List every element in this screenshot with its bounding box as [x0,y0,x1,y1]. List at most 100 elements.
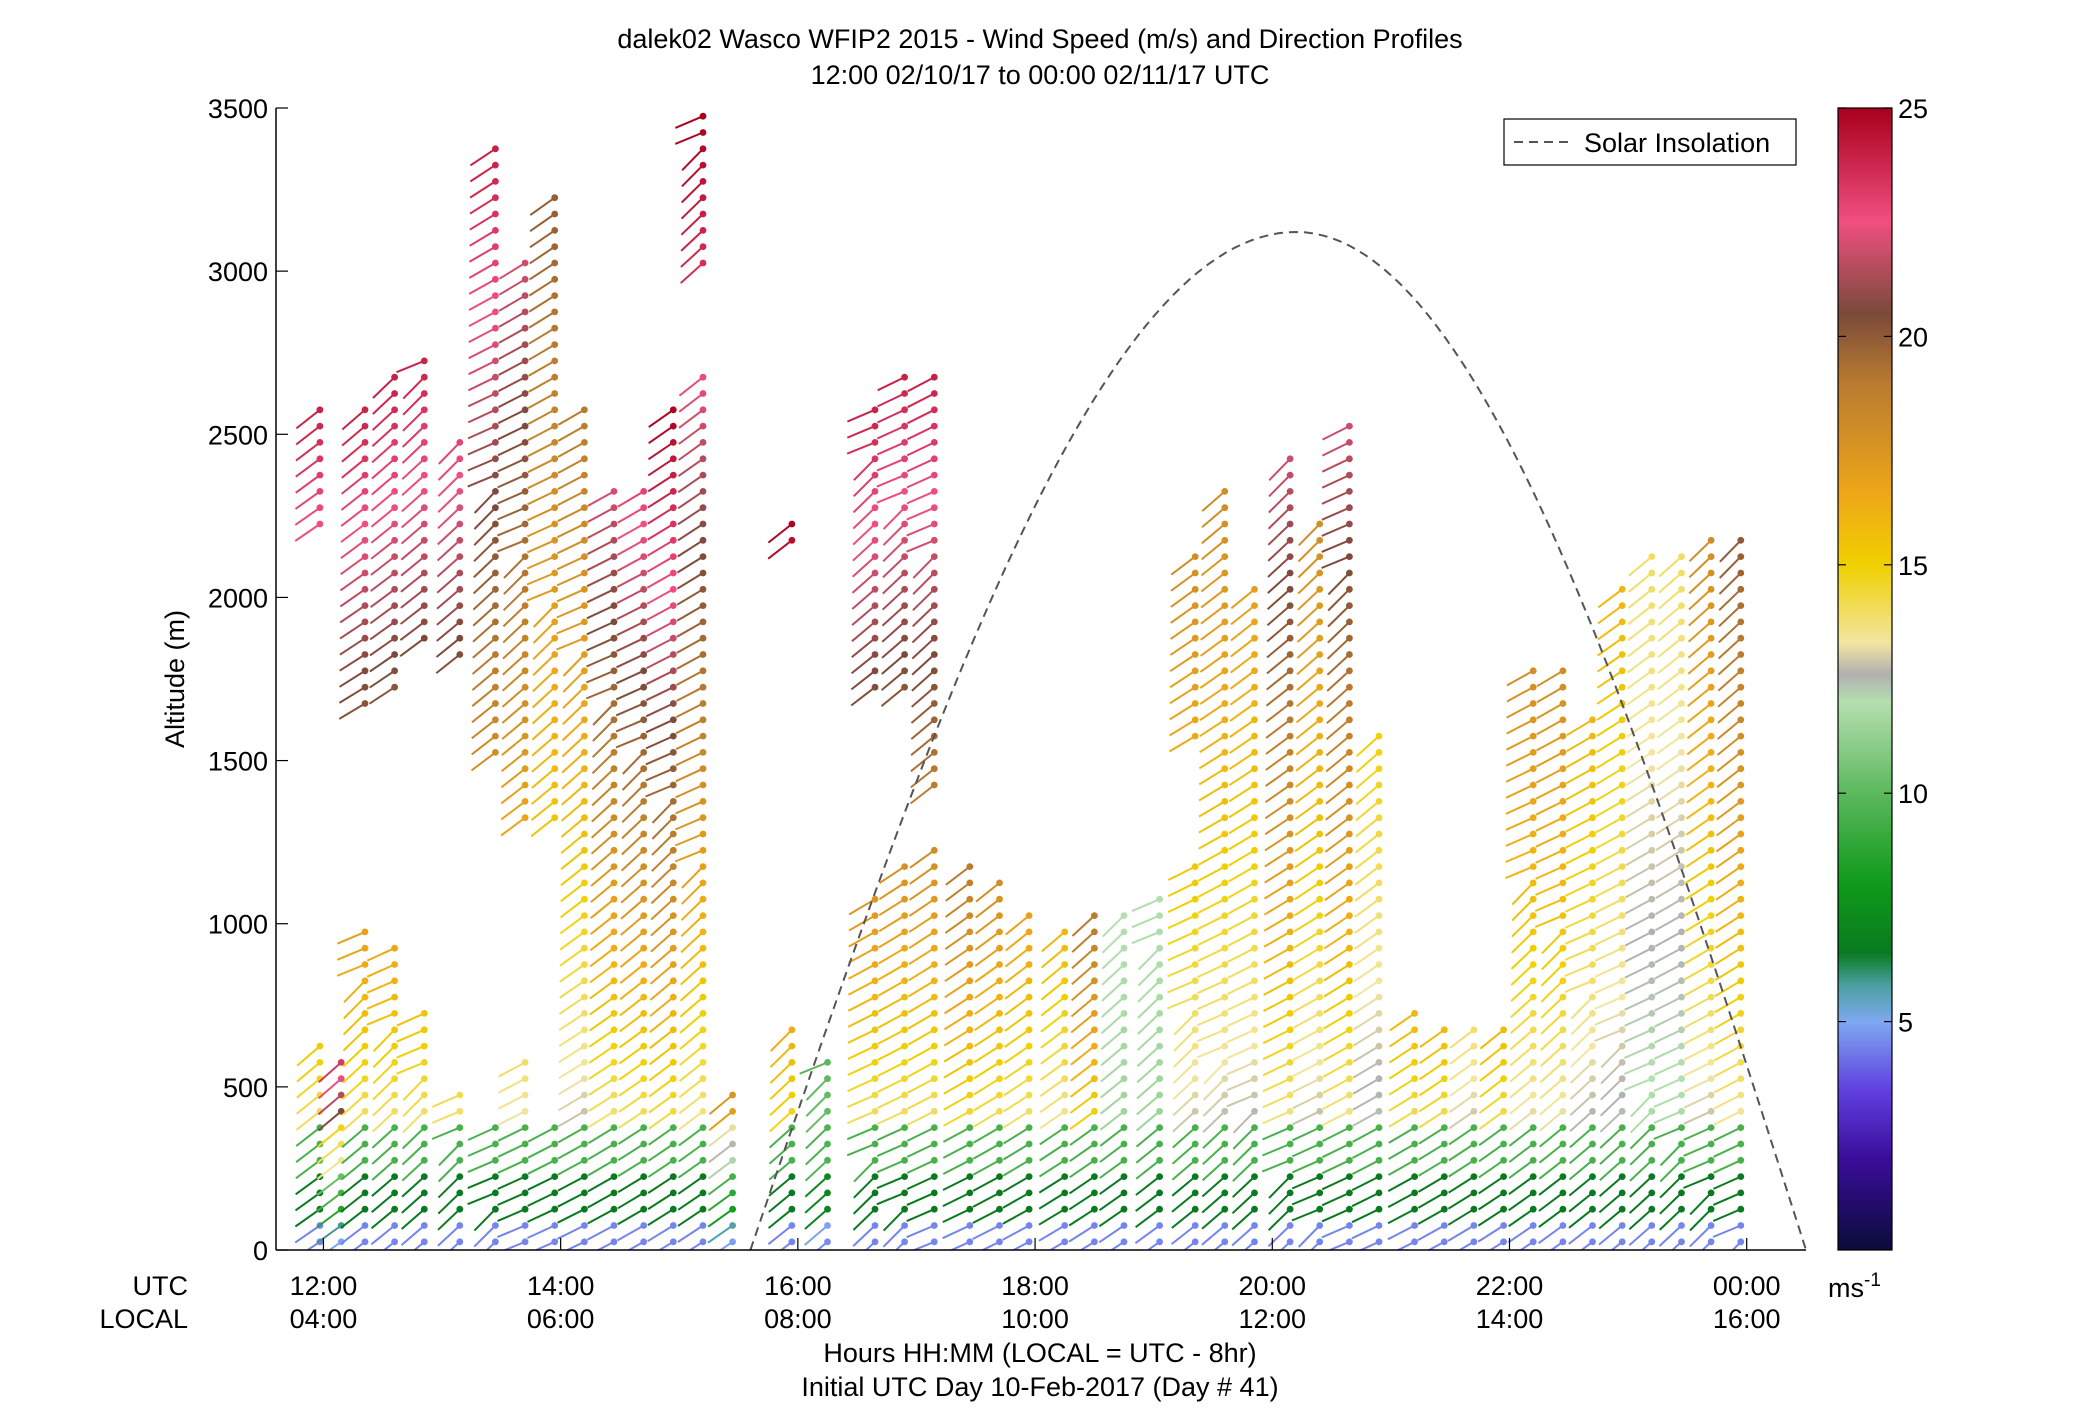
wind-barb-point [610,488,618,495]
wind-barb-point [1091,1091,1098,1099]
wind-barb-point [610,961,618,968]
wind-barb-point [420,634,428,642]
wind-barb [556,555,585,571]
colorbar-tick-label: 20 [1898,322,1928,352]
wind-barb-point [1678,1140,1685,1148]
wind-barb-point [456,1173,464,1180]
wind-barb [1684,963,1712,981]
wind-barb-point [824,1222,831,1229]
wind-barb [587,490,615,507]
x-axis-ticks: 12:0004:0014:0006:0016:0008:0018:0010:00… [290,1238,1780,1334]
wind-barb-point [669,700,677,707]
wind-barb [501,702,526,724]
wind-barb-point [640,1059,648,1066]
wind-barb-point [669,846,677,854]
wind-barb-point [492,210,499,218]
wind-barb-point [1316,1091,1324,1099]
wind-barb-point [492,275,499,283]
wind-barb [437,506,461,530]
wind-barb [680,180,704,204]
wind-barb-point [581,651,588,658]
wind-barb [1228,865,1255,883]
wind-barb [589,947,615,968]
wind-barb-point [1648,765,1656,773]
wind-barb-point [1618,585,1626,593]
wind-barb [1683,1143,1712,1157]
wind-barb [295,425,321,446]
wind-barb [852,523,876,546]
wind-barb [618,1077,645,1097]
wind-barb [1568,1224,1594,1245]
wind-barb-point [1286,602,1294,609]
wind-barb [557,506,585,523]
wind-barb-point [610,944,618,952]
wind-barb-point [640,618,648,626]
wind-barb [906,1143,935,1158]
wind-barb-point [1061,1173,1069,1180]
wind-barb [1173,1029,1196,1052]
wind-barb-point [1559,1124,1567,1131]
wind-barb [1535,800,1564,816]
wind-barb-point [1191,716,1199,724]
wind-barb-point [1678,553,1685,560]
wind-barb-point [930,961,938,968]
wind-barb [526,555,556,570]
wind-barb-point [1025,1238,1033,1246]
wind-barb-point [581,944,588,952]
wind-barb [1199,686,1226,705]
wind-barb-point [610,912,618,919]
wind-barb [909,865,935,885]
wind-barb-point [699,471,707,479]
wind-barb-point [871,439,879,446]
wind-barb [1594,914,1623,930]
wind-barb [972,1224,1000,1240]
wind-barb [587,1143,615,1161]
wind-barb [1295,784,1321,804]
wind-barb-point [420,569,428,577]
wind-barb-point [1316,846,1324,854]
wind-barb [1686,719,1712,739]
wind-barb-point [1529,1156,1537,1164]
wind-barb [339,604,366,624]
wind-barb [587,1159,615,1177]
wind-barb-point [1375,977,1383,985]
wind-barb-point [930,912,938,919]
wind-barb-point [1559,1075,1567,1083]
wind-barb [677,490,704,510]
wind-barb [912,588,936,612]
wind-barb [1294,800,1321,820]
wind-barb-point [1286,520,1294,528]
wind-barb [647,490,674,509]
wind-barb-point [1559,1140,1567,1148]
wind-barb [1071,963,1096,986]
wind-barb [1101,980,1125,1002]
wind-barb-point [361,618,369,626]
wind-barb [1071,931,1096,953]
wind-barb [467,1143,496,1157]
wind-barb-point [1529,1173,1537,1180]
wind-barb-point [521,1075,529,1083]
wind-barb [1196,996,1226,1011]
wind-barb [1322,1045,1350,1062]
wind-barb-point [1286,716,1294,724]
wind-barb-point [669,455,677,463]
wind-barb [340,523,366,543]
wind-barb [1267,555,1291,578]
wind-barb-point [1470,1156,1478,1164]
wind-barb [616,588,645,604]
wind-barb [1069,1159,1095,1179]
wind-barb-point [1061,928,1069,936]
wind-barb [1295,702,1321,724]
wind-barb [1594,979,1623,994]
wind-barb [1265,702,1291,723]
wind-barb [708,1143,734,1164]
wind-barb [1625,849,1653,867]
wind-barb-point [391,651,398,658]
wind-barb-point [521,602,529,609]
wind-barb-point [1120,1026,1128,1034]
wind-barb [1169,686,1196,705]
wind-barb [1538,1224,1564,1245]
wind-barb-point [1559,846,1567,854]
wind-barb-point [456,439,464,446]
wind-barb [587,1110,615,1129]
